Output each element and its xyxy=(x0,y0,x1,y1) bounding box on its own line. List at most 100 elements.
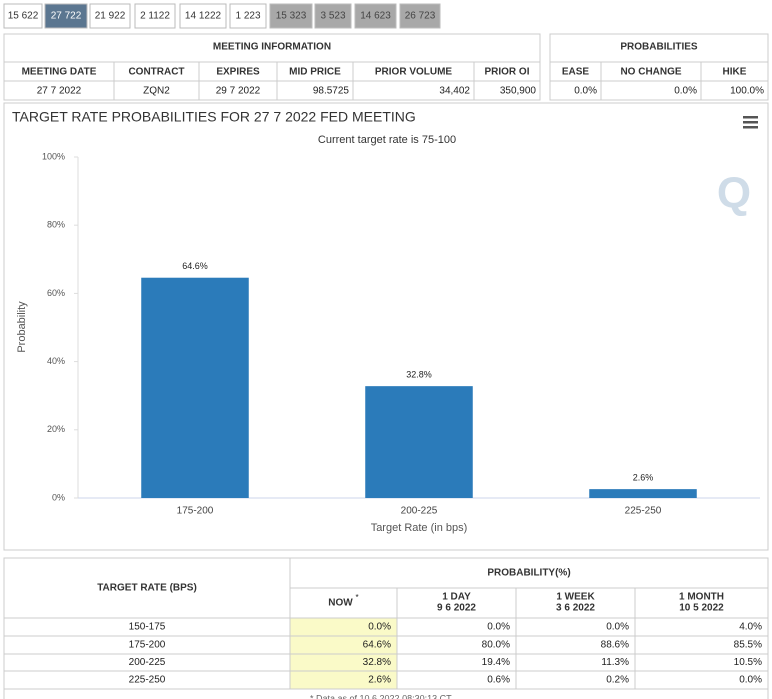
cell-value: 2.6% xyxy=(368,675,391,686)
x-tick-label: 225-250 xyxy=(625,506,662,517)
tab[interactable] xyxy=(354,3,397,29)
column-header: EXPIRES xyxy=(216,67,260,78)
table-header: PROBABILITIES xyxy=(620,42,698,53)
tab[interactable] xyxy=(3,3,43,29)
column-header: NO CHANGE xyxy=(620,67,681,78)
column-header: 1 WEEK xyxy=(556,592,595,603)
tab-label: 3 523 xyxy=(320,11,345,22)
y-tick-label: 100% xyxy=(42,151,65,161)
table-cell xyxy=(3,557,291,619)
table-cell xyxy=(515,587,636,619)
cell-value: 0.0% xyxy=(606,622,629,633)
tab[interactable] xyxy=(229,3,267,29)
tab-label: 15 622 xyxy=(8,11,39,22)
cell-value: 32.8% xyxy=(363,657,391,668)
table-cell xyxy=(473,80,541,101)
menu-line xyxy=(743,126,758,129)
x-tick-label: 200-225 xyxy=(401,506,438,517)
x-axis-label: Target Rate (in bps) xyxy=(371,522,468,534)
data-label: 32.8% xyxy=(406,370,432,380)
tab[interactable] xyxy=(179,3,227,29)
menu-button[interactable] xyxy=(743,116,758,129)
row-label: 225-250 xyxy=(129,675,166,686)
bar xyxy=(589,489,697,498)
group-header: PROBABILITY(%) xyxy=(487,568,570,579)
footnote: * Data as of 10 6 2022 08:30:13 CT xyxy=(310,693,452,699)
watermark: Q xyxy=(717,169,751,218)
cell-value: 0.0% xyxy=(674,86,697,97)
tab[interactable] xyxy=(44,3,88,29)
table-cell xyxy=(289,557,769,589)
y-tick-label: 40% xyxy=(47,356,65,366)
cell-value: ZQN2 xyxy=(143,86,170,97)
column-header: PRIOR OI xyxy=(484,67,529,78)
column-header: EASE xyxy=(562,67,590,78)
cell-value: 80.0% xyxy=(482,640,510,651)
table-cell xyxy=(634,587,769,619)
row-header: TARGET RATE (BPS) xyxy=(97,583,197,594)
tab-label: 2 1122 xyxy=(140,11,170,22)
menu-line xyxy=(743,121,758,124)
bar xyxy=(365,386,473,498)
table-cell xyxy=(289,587,398,619)
tab[interactable] xyxy=(314,3,352,29)
bar xyxy=(141,277,249,498)
x-tick-label: 175-200 xyxy=(177,506,214,517)
table-cell xyxy=(700,80,769,101)
cell-value: 11.3% xyxy=(601,657,629,668)
table-cell xyxy=(634,670,769,690)
column-header: PRIOR VOLUME xyxy=(375,67,453,78)
cell-value: 100.0% xyxy=(730,86,764,97)
cell-value: 27 7 2022 xyxy=(37,86,82,97)
cell-value: 64.6% xyxy=(363,640,391,651)
data-label: 2.6% xyxy=(633,473,654,483)
tab-label: 14 1222 xyxy=(185,11,222,22)
table-header: MEETING INFORMATION xyxy=(213,42,331,53)
tab[interactable] xyxy=(399,3,441,29)
cell-value: 0.6% xyxy=(487,675,510,686)
chart-title: TARGET RATE PROBABILITIES FOR 27 7 2022 … xyxy=(12,109,416,125)
cell-value: 350,900 xyxy=(500,86,537,97)
table-cell xyxy=(396,587,517,619)
cell-value: 0.0% xyxy=(739,675,762,686)
tab-label: 26 723 xyxy=(405,11,436,22)
column-header: 1 DAY xyxy=(442,592,471,603)
tab-label: 1 223 xyxy=(235,11,260,22)
cell-value: 0.0% xyxy=(487,622,510,633)
cell-value: 29 7 2022 xyxy=(216,86,261,97)
cell-value: 85.5% xyxy=(734,640,762,651)
column-date: 9 6 2022 xyxy=(437,603,476,614)
y-axis-label: Probability xyxy=(16,301,28,353)
tab[interactable] xyxy=(269,3,313,29)
column-note: * xyxy=(356,593,359,602)
cell-value: 4.0% xyxy=(739,622,762,633)
column-header: 1 MONTH xyxy=(679,592,724,603)
cell-value: 98.5725 xyxy=(313,86,350,97)
tab-label: 14 623 xyxy=(360,11,391,22)
menu-line xyxy=(743,116,758,119)
cell-value: 10.5% xyxy=(734,657,762,668)
column-header: MEETING DATE xyxy=(22,67,97,78)
tab[interactable] xyxy=(134,3,176,29)
tab-label: 21 922 xyxy=(95,11,126,22)
tab[interactable] xyxy=(89,3,131,29)
row-label: 175-200 xyxy=(129,640,166,651)
cell-value: 19.4% xyxy=(482,657,510,668)
tab-label: 27 722 xyxy=(51,11,82,22)
y-tick-label: 80% xyxy=(47,220,65,230)
chart-subtitle: Current target rate is 75-100 xyxy=(318,134,456,146)
cell-value: 0.0% xyxy=(368,622,391,633)
column-header: HIKE xyxy=(723,67,747,78)
y-tick-label: 60% xyxy=(47,288,65,298)
cell-value: 0.0% xyxy=(574,86,597,97)
row-label: 200-225 xyxy=(129,657,166,668)
column-header: NOW xyxy=(328,598,353,609)
column-header: CONTRACT xyxy=(128,67,184,78)
cell-value: 0.2% xyxy=(606,675,629,686)
y-tick-label: 20% xyxy=(47,424,65,434)
column-date: 3 6 2022 xyxy=(556,603,595,614)
row-label: 150-175 xyxy=(129,622,166,633)
column-date: 10 5 2022 xyxy=(679,603,724,614)
